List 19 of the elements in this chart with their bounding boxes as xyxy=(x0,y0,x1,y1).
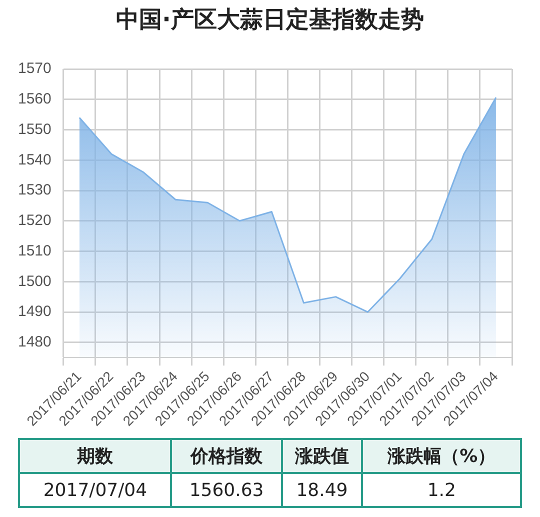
text: 涨跌值 xyxy=(282,439,362,473)
text: 价格指数 xyxy=(171,439,282,473)
y-tick-label: 1500 xyxy=(18,272,52,290)
y-tick-label: 1560 xyxy=(18,90,52,108)
y-tick-label: 1510 xyxy=(18,242,52,260)
y-tick-label: 1480 xyxy=(18,334,52,351)
y-tick-label: 1520 xyxy=(18,212,52,230)
y-tick-label: 1540 xyxy=(18,151,52,168)
text: 期数 xyxy=(19,439,172,473)
text: 18.49 xyxy=(282,473,362,507)
text: 1.2 xyxy=(362,473,521,507)
y-tick-label: 1570 xyxy=(18,60,52,78)
text: 1560.63 xyxy=(171,473,282,507)
y-tick-label: 1530 xyxy=(18,182,52,199)
text: 涨跌幅（%） xyxy=(362,439,521,473)
y-tick-label: 1490 xyxy=(18,303,52,320)
text: 2017/07/04 xyxy=(19,473,172,507)
y-tick-label: 1550 xyxy=(18,120,52,138)
chart-title: 中国·产区大蒜日定基指数走势 xyxy=(115,6,425,35)
